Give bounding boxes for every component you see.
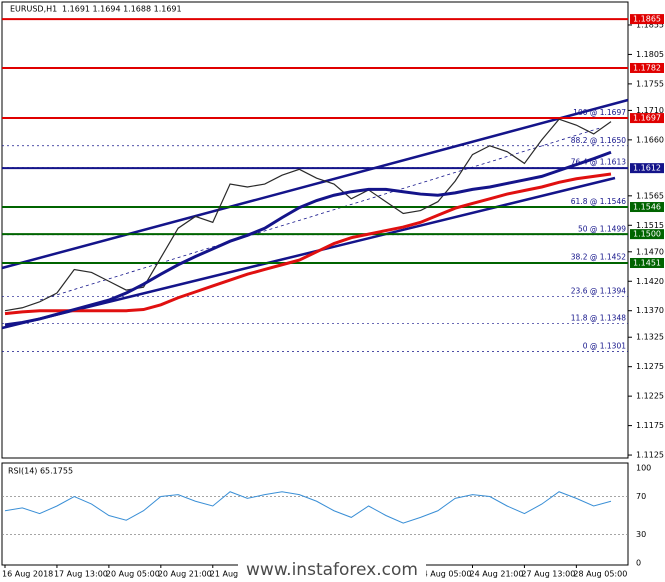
x-tick-label: 28 Aug 05:00 bbox=[573, 570, 627, 579]
rsi-tick-label: 30 bbox=[636, 530, 646, 539]
y-tick-label: 1.1660 bbox=[636, 135, 664, 144]
watermark-bg bbox=[238, 559, 426, 581]
fib-label: 11.8 @ 1.1348 bbox=[571, 314, 626, 323]
x-tick-label: 17 Aug 13:00 bbox=[54, 570, 108, 579]
rsi-tick-label: 0 bbox=[636, 559, 641, 568]
rsi-title: RSI(14) 65.1755 bbox=[8, 467, 73, 476]
level-label: 1.1865 bbox=[633, 15, 661, 24]
price-line bbox=[4, 118, 612, 312]
level-label: 1.1697 bbox=[633, 114, 661, 123]
level-box bbox=[630, 62, 664, 73]
y-tick-label: 1.1470 bbox=[636, 247, 664, 256]
rsi-frame bbox=[1, 462, 629, 566]
y-tick-label: 1.1565 bbox=[636, 191, 664, 200]
x-tick-label: 21 Aug 13:00 bbox=[210, 570, 264, 579]
x-tick-label: 20 Aug 21:00 bbox=[158, 570, 212, 579]
channel-lower bbox=[1, 176, 616, 330]
y-tick-label: 1.1370 bbox=[636, 306, 664, 315]
fib-label: 76.4 @ 1.1613 bbox=[571, 158, 626, 167]
watermark: www.instaforex.com bbox=[246, 560, 418, 580]
level-box bbox=[630, 163, 664, 174]
ohlc: 1.1691 1.1694 1.1688 1.1691 bbox=[62, 5, 182, 14]
moving-average bbox=[4, 172, 612, 316]
fib-label: 38.2 @ 1.1452 bbox=[571, 252, 626, 261]
y-tick-label: 1.1710 bbox=[636, 106, 664, 115]
fib-label: 0 @ 1.1301 bbox=[583, 341, 627, 350]
x-tick-label: 16 Aug 2018 bbox=[2, 570, 53, 579]
x-tick-label: 24 Aug 05:00 bbox=[418, 570, 472, 579]
fib-label: 100 @ 1.1697 bbox=[573, 108, 626, 117]
fib-label: 61.8 @ 1.1546 bbox=[571, 197, 626, 206]
rsi-line bbox=[4, 491, 612, 524]
y-tick-label: 1.1175 bbox=[636, 421, 664, 430]
level-box bbox=[630, 202, 664, 213]
fib-trend bbox=[39, 127, 601, 301]
y-tick-label: 1.1805 bbox=[636, 50, 664, 59]
moving-average bbox=[4, 150, 612, 327]
y-tick-label: 1.1325 bbox=[636, 333, 664, 342]
y-tick-label: 1.1275 bbox=[636, 362, 664, 371]
level-box bbox=[630, 257, 664, 268]
x-tick-label: 27 Aug 13:00 bbox=[521, 570, 575, 579]
level-box bbox=[630, 14, 664, 25]
rsi-tick-label: 100 bbox=[636, 464, 651, 473]
level-label: 1.1546 bbox=[633, 203, 661, 212]
y-tick-label: 1.1125 bbox=[636, 451, 664, 460]
fib-label: 88.2 @ 1.1650 bbox=[571, 136, 626, 145]
level-box bbox=[630, 229, 664, 240]
fib-label: 50 @ 1.1499 bbox=[578, 225, 626, 234]
y-tick-label: 1.1515 bbox=[636, 221, 664, 230]
y-tick-label: 1.1420 bbox=[636, 277, 664, 286]
rsi-tick-label: 70 bbox=[636, 492, 646, 501]
level-label: 1.1500 bbox=[633, 230, 661, 239]
chart-title: EURUSD,H1 bbox=[10, 5, 57, 14]
y-tick-label: 1.1755 bbox=[636, 79, 664, 88]
y-tick-label: 1.1225 bbox=[636, 392, 664, 401]
level-label: 1.1612 bbox=[633, 164, 661, 173]
x-tick-label: 20 Aug 05:00 bbox=[106, 570, 160, 579]
level-label: 1.1782 bbox=[633, 63, 661, 72]
level-box bbox=[630, 113, 664, 124]
fib-label: 23.6 @ 1.1394 bbox=[571, 287, 626, 296]
y-tick-label: 1.1855 bbox=[636, 20, 664, 29]
channel-upper bbox=[1, 98, 629, 270]
main-frame bbox=[1, 1, 629, 459]
level-label: 1.1451 bbox=[633, 258, 661, 267]
x-tick-label: 24 Aug 21:00 bbox=[469, 570, 523, 579]
